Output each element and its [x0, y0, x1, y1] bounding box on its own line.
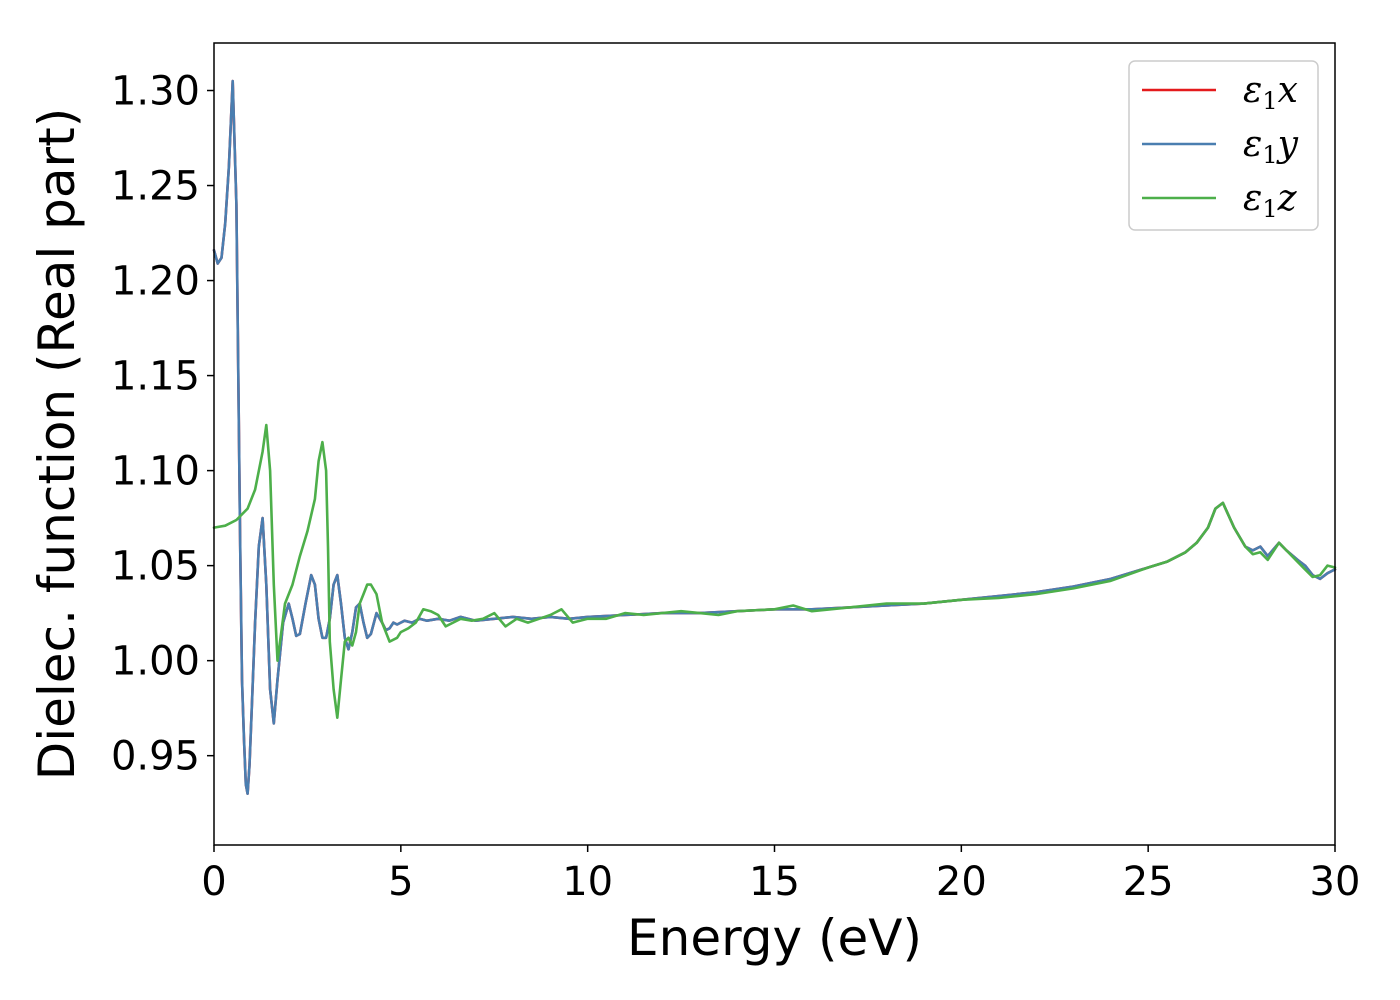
x-tick-label: 30: [1310, 859, 1361, 905]
legend-label-x: ε1x: [1243, 70, 1298, 115]
y-tick-label: 1.15: [111, 354, 200, 400]
x-tick-label: 0: [201, 859, 226, 905]
y-tick-label: 1.00: [111, 639, 200, 685]
x-axis: 0 5 10 15 20 25 30: [201, 845, 1360, 905]
y-axis-label: Dielec. function (Real part): [28, 108, 86, 780]
y-axis: 0.95 1.00 1.05 1.10 1.15 1.20 1.25 1.30: [111, 69, 214, 780]
legend-label-y: ε1y: [1243, 124, 1299, 169]
legend-box: [1128, 60, 1319, 231]
y-tick-label: 1.30: [111, 69, 200, 115]
x-tick-label: 25: [1123, 859, 1174, 905]
series-line-z: [212, 423, 1337, 720]
y-tick-label: 1.25: [111, 164, 200, 210]
y-tick-label: 1.10: [111, 449, 200, 495]
series-layer: [212, 79, 1337, 796]
legend-label-z: ε1z: [1243, 178, 1298, 223]
x-axis-label: Energy (eV): [627, 909, 922, 967]
x-tick-label: 10: [562, 859, 613, 905]
x-tick-label: 15: [749, 859, 800, 905]
x-tick-label: 20: [936, 859, 987, 905]
y-tick-label: 0.95: [111, 734, 200, 780]
x-tick-label: 5: [388, 859, 413, 905]
legend: ε1x ε1y ε1z: [1128, 60, 1319, 231]
y-tick-label: 1.05: [111, 544, 200, 590]
y-tick-label: 1.20: [111, 259, 200, 305]
